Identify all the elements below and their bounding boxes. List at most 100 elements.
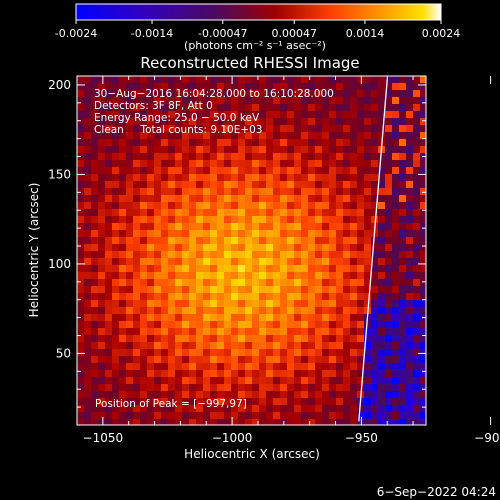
heatmap-cell bbox=[385, 279, 393, 287]
heatmap-cell bbox=[84, 251, 92, 259]
heatmap-cell bbox=[371, 174, 379, 182]
heatmap-cell bbox=[112, 342, 120, 350]
heatmap-cell bbox=[385, 398, 393, 406]
heatmap-cell bbox=[280, 286, 288, 294]
heatmap-cell bbox=[105, 111, 113, 119]
heatmap-cell bbox=[126, 181, 134, 189]
heatmap-cell bbox=[294, 132, 302, 140]
heatmap-cell bbox=[154, 405, 162, 413]
heatmap-cell bbox=[203, 174, 211, 182]
heatmap-cell bbox=[161, 391, 169, 399]
heatmap-cell bbox=[231, 398, 239, 406]
heatmap-cell bbox=[350, 97, 358, 105]
heatmap-cell bbox=[77, 188, 85, 196]
heatmap-cell bbox=[161, 90, 169, 98]
heatmap-cell bbox=[245, 83, 253, 91]
heatmap-cell bbox=[287, 202, 295, 210]
heatmap-cell bbox=[98, 419, 106, 425]
heatmap-cell bbox=[392, 293, 400, 301]
heatmap-cell bbox=[91, 146, 99, 154]
heatmap-cell bbox=[231, 139, 239, 147]
heatmap-cell bbox=[112, 195, 120, 203]
heatmap-cell bbox=[189, 167, 197, 175]
heatmap-cell bbox=[287, 104, 295, 112]
heatmap-cell bbox=[112, 293, 120, 301]
heatmap-cell bbox=[406, 412, 414, 420]
heatmap-cell bbox=[217, 412, 225, 420]
heatmap-cell bbox=[392, 146, 400, 154]
heatmap-cell bbox=[252, 97, 260, 105]
heatmap-cell bbox=[315, 181, 323, 189]
heatmap-cell bbox=[119, 104, 127, 112]
heatmap-cell bbox=[266, 230, 274, 238]
heatmap-cell bbox=[273, 412, 281, 420]
heatmap-cell bbox=[112, 90, 120, 98]
heatmap-cell bbox=[175, 398, 183, 406]
heatmap-cell bbox=[203, 356, 211, 364]
heatmap-cell bbox=[350, 146, 358, 154]
heatmap-cell bbox=[315, 398, 323, 406]
heatmap-cell bbox=[364, 419, 372, 425]
heatmap-cell bbox=[252, 279, 260, 287]
heatmap-cell bbox=[252, 223, 260, 231]
heatmap-cell bbox=[245, 405, 253, 413]
heatmap-cell bbox=[294, 286, 302, 294]
heatmap-cell bbox=[252, 125, 260, 133]
heatmap-cell bbox=[196, 307, 204, 315]
heatmap-cell bbox=[189, 181, 197, 189]
heatmap-cell bbox=[224, 342, 232, 350]
heatmap-cell bbox=[273, 328, 281, 336]
heatmap-cell bbox=[175, 335, 183, 343]
heatmap-cell bbox=[126, 132, 134, 140]
heatmap-cell bbox=[287, 349, 295, 357]
heatmap-cell bbox=[259, 314, 267, 322]
heatmap-cell bbox=[182, 230, 190, 238]
heatmap-cell bbox=[217, 195, 225, 203]
heatmap-cell bbox=[406, 251, 414, 259]
heatmap-cell bbox=[266, 398, 274, 406]
heatmap-cell bbox=[224, 258, 232, 266]
heatmap-cell bbox=[329, 181, 337, 189]
heatmap-cell bbox=[371, 76, 379, 84]
heatmap-cell bbox=[315, 342, 323, 350]
heatmap-cell bbox=[224, 188, 232, 196]
heatmap-cell bbox=[224, 279, 232, 287]
heatmap-cell bbox=[147, 209, 155, 217]
heatmap-cell bbox=[273, 363, 281, 371]
heatmap-cell bbox=[280, 244, 288, 252]
heatmap-cell bbox=[322, 356, 330, 364]
heatmap-cell bbox=[378, 391, 386, 399]
heatmap-cell bbox=[385, 363, 393, 371]
heatmap-cell bbox=[154, 314, 162, 322]
heatmap-cell bbox=[259, 174, 267, 182]
heatmap-cell bbox=[126, 405, 134, 413]
heatmap-cell bbox=[364, 328, 372, 336]
heatmap-cell bbox=[406, 377, 414, 385]
heatmap-cell bbox=[322, 419, 330, 425]
heatmap-cell bbox=[133, 90, 141, 98]
heatmap-cell bbox=[357, 314, 365, 322]
heatmap-cell bbox=[266, 258, 274, 266]
heatmap-cell bbox=[294, 76, 302, 84]
heatmap-cell bbox=[357, 321, 365, 329]
heatmap-cell bbox=[385, 216, 393, 224]
heatmap-cell bbox=[294, 419, 302, 425]
heatmap-cell bbox=[245, 188, 253, 196]
heatmap-cell bbox=[406, 167, 414, 175]
heatmap-cell bbox=[287, 335, 295, 343]
heatmap-cell bbox=[140, 384, 148, 392]
heatmap-cell bbox=[322, 230, 330, 238]
heatmap-cell bbox=[98, 181, 106, 189]
heatmap-cell bbox=[322, 90, 330, 98]
heatmap-cell bbox=[196, 118, 204, 126]
heatmap-cell bbox=[203, 342, 211, 350]
heatmap-cell bbox=[238, 384, 246, 392]
heatmap-cell bbox=[196, 209, 204, 217]
heatmap-cell bbox=[315, 405, 323, 413]
heatmap-cell bbox=[371, 216, 379, 224]
heatmap-cell bbox=[182, 342, 190, 350]
heatmap-cell bbox=[175, 349, 183, 357]
heatmap-cell bbox=[224, 391, 232, 399]
heatmap-cell bbox=[315, 335, 323, 343]
heatmap-cell bbox=[119, 244, 127, 252]
